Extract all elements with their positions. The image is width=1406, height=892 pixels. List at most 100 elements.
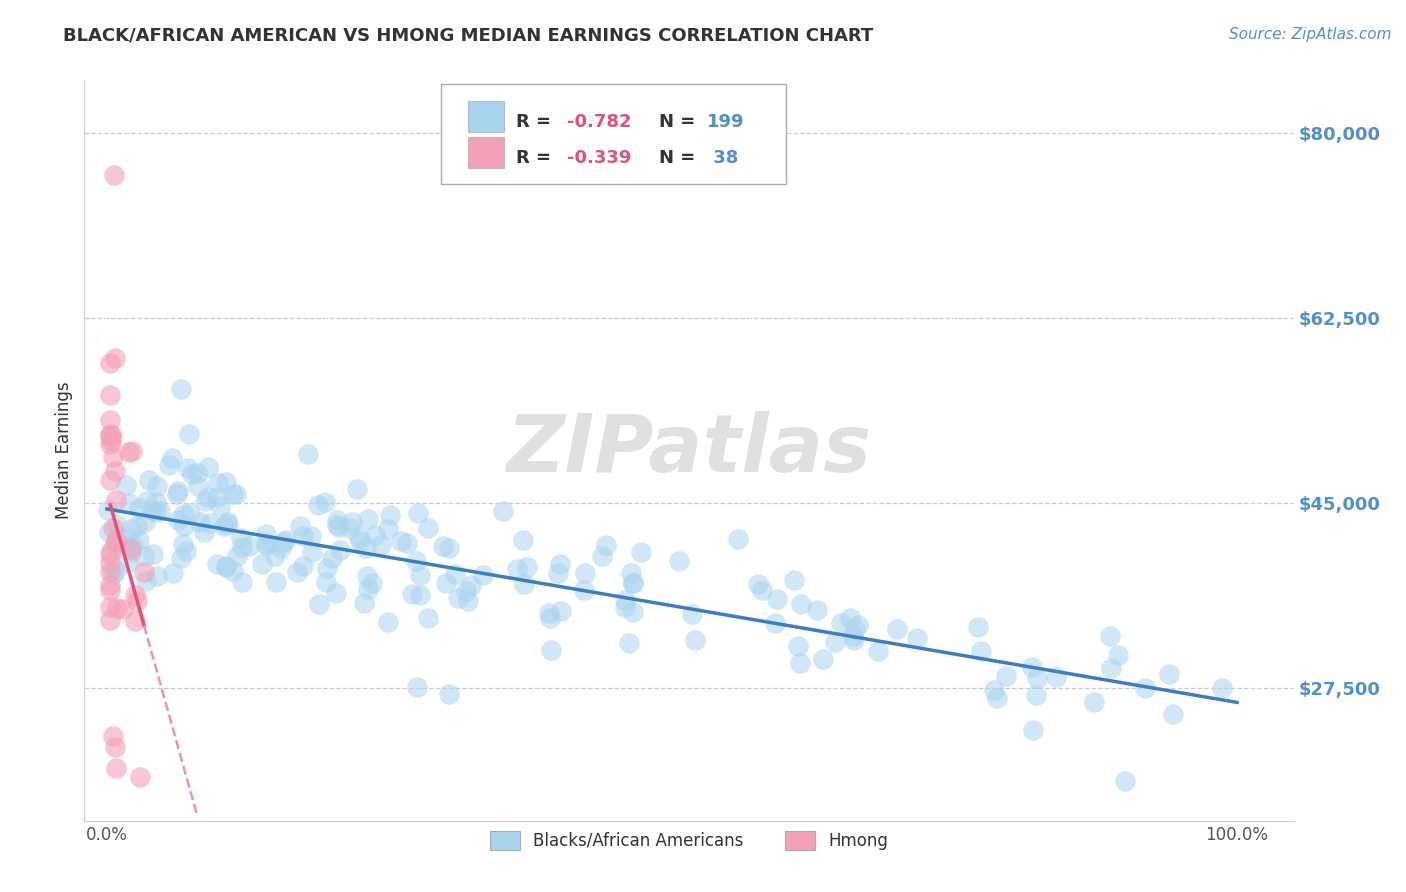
Point	[125, 519, 148, 533]
Point	[329, 542, 352, 557]
Text: N =: N =	[659, 112, 702, 131]
Point	[197, 460, 219, 475]
Point	[614, 592, 637, 607]
Text: -0.782: -0.782	[567, 112, 631, 131]
Point	[506, 562, 529, 576]
Point	[297, 447, 319, 461]
Point	[208, 499, 231, 513]
Point	[254, 538, 277, 552]
Point	[264, 549, 287, 564]
Point	[105, 761, 128, 775]
Point	[100, 434, 122, 449]
Point	[121, 542, 143, 557]
Point	[98, 583, 121, 598]
Point	[117, 556, 139, 570]
Point	[100, 429, 122, 443]
Point	[166, 483, 188, 498]
Point	[135, 574, 157, 588]
Point	[621, 575, 644, 590]
Point	[349, 533, 371, 548]
Point	[205, 558, 228, 572]
Point	[177, 427, 200, 442]
Point	[866, 644, 889, 658]
Point	[1026, 671, 1049, 685]
Point	[111, 533, 134, 547]
Point	[346, 482, 368, 496]
Point	[550, 604, 572, 618]
Point	[347, 530, 370, 544]
Point	[548, 558, 571, 572]
Point	[321, 550, 343, 565]
Point	[389, 533, 412, 548]
Point	[983, 683, 1005, 698]
Point	[217, 516, 239, 531]
Point	[114, 478, 136, 492]
Point	[434, 576, 457, 591]
Point	[118, 540, 141, 554]
Point	[396, 536, 419, 550]
Point	[170, 382, 193, 396]
Point	[1211, 681, 1233, 695]
Point	[786, 639, 808, 653]
Point	[98, 413, 121, 427]
Point	[409, 568, 432, 582]
Point	[98, 556, 121, 570]
Point	[1024, 689, 1046, 703]
Point	[668, 554, 690, 568]
Point	[595, 538, 617, 552]
Point	[454, 584, 477, 599]
Point	[405, 680, 427, 694]
Point	[215, 559, 238, 574]
Point	[432, 539, 454, 553]
Point	[226, 549, 249, 563]
Point	[118, 495, 141, 509]
Point	[540, 643, 562, 657]
Text: BLACK/AFRICAN AMERICAN VS HMONG MEDIAN EARNINGS CORRELATION CHART: BLACK/AFRICAN AMERICAN VS HMONG MEDIAN E…	[63, 27, 873, 45]
Point	[574, 566, 596, 581]
Point	[177, 460, 200, 475]
Point	[299, 529, 322, 543]
Point	[124, 588, 146, 602]
Point	[681, 607, 703, 621]
Point	[538, 611, 561, 625]
Point	[986, 691, 1008, 706]
Point	[207, 475, 229, 490]
Point	[172, 537, 194, 551]
Point	[409, 588, 432, 602]
Point	[146, 478, 169, 492]
Point	[187, 479, 209, 493]
Text: Source: ZipAtlas.com: Source: ZipAtlas.com	[1229, 27, 1392, 42]
Point	[967, 620, 990, 634]
Point	[842, 633, 865, 648]
Point	[174, 544, 197, 558]
Point	[98, 427, 121, 442]
Point	[512, 533, 534, 547]
Point	[229, 531, 252, 545]
Point	[170, 551, 193, 566]
Point	[104, 739, 127, 754]
Point	[357, 582, 380, 597]
Text: -0.339: -0.339	[567, 149, 631, 167]
Point	[790, 597, 813, 611]
Point	[472, 567, 495, 582]
Point	[630, 545, 652, 559]
Point	[231, 540, 253, 554]
Point	[492, 504, 515, 518]
Point	[104, 537, 127, 551]
Point	[215, 558, 238, 573]
Point	[188, 515, 211, 529]
Point	[617, 636, 640, 650]
Point	[120, 545, 142, 559]
Point	[134, 549, 156, 563]
Text: N =: N =	[659, 149, 702, 167]
Point	[572, 583, 595, 598]
Point	[308, 597, 330, 611]
Point	[173, 518, 195, 533]
Text: R =: R =	[516, 112, 557, 131]
Point	[222, 486, 245, 500]
Point	[830, 615, 852, 630]
Point	[1161, 707, 1184, 722]
Point	[97, 503, 120, 517]
Point	[128, 501, 150, 516]
Point	[416, 611, 439, 625]
